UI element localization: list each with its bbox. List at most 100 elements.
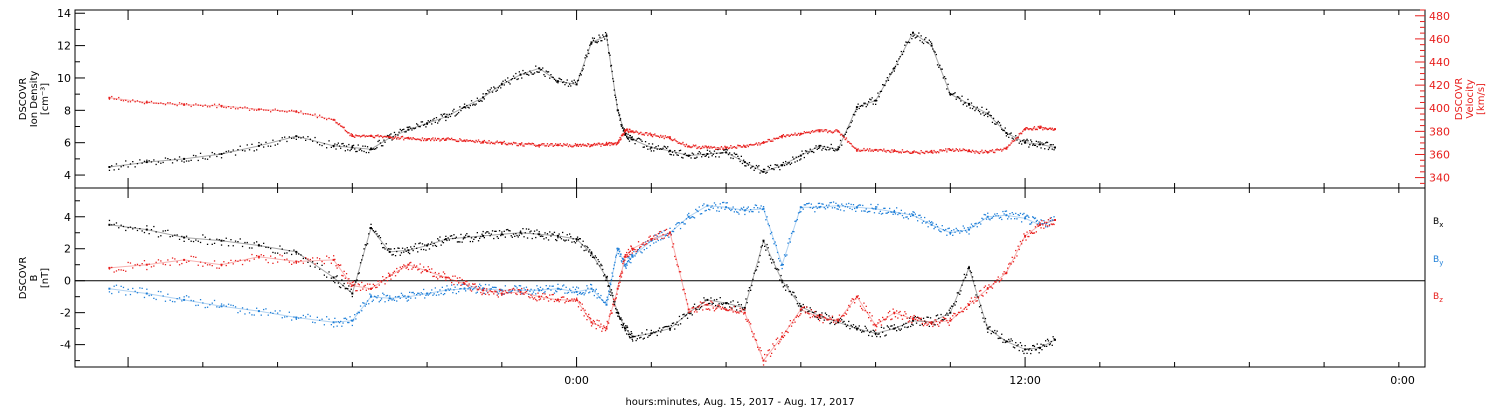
- ion-density-point: [854, 114, 856, 116]
- b-bx-point: [484, 232, 487, 234]
- b-bx-point: [773, 261, 775, 263]
- ion-density-point: [634, 143, 636, 145]
- b-by-point: [706, 204, 709, 207]
- b-bz-point: [782, 336, 784, 339]
- b-bz-point: [837, 319, 840, 322]
- velocity-point: [190, 105, 192, 108]
- b-bx-point: [564, 240, 566, 242]
- ion-density-point: [239, 145, 241, 147]
- b-bz-point: [629, 253, 631, 256]
- velocity-point: [370, 135, 372, 137]
- b-bx-point: [896, 330, 898, 332]
- velocity-point: [444, 138, 447, 141]
- b-by-point: [919, 214, 921, 216]
- b-bx-point: [334, 282, 336, 284]
- velocity-point: [785, 136, 787, 138]
- b-bx-point: [871, 335, 873, 337]
- velocity-point: [790, 133, 793, 135]
- b-bx-point: [825, 314, 828, 316]
- b-bx-point: [514, 235, 516, 237]
- ion-density-point: [843, 135, 845, 137]
- velocity-point: [964, 149, 967, 151]
- ion-density-point: [1040, 147, 1042, 149]
- b-by-point: [576, 286, 578, 288]
- velocity-point: [896, 150, 898, 153]
- ion-density-point: [732, 157, 734, 160]
- ion-density-point: [621, 124, 623, 126]
- b-bx-point: [223, 240, 225, 242]
- velocity-point: [956, 149, 958, 151]
- b-bx-point: [899, 329, 901, 331]
- b-bz-point: [274, 257, 276, 259]
- b-bx-point: [257, 244, 260, 247]
- b-by-point: [769, 233, 772, 235]
- b-bx-point: [998, 337, 1001, 339]
- b-by-point: [491, 286, 494, 288]
- velocity-point: [323, 117, 325, 120]
- b-bz-point: [785, 330, 787, 332]
- b-bz-point: [446, 276, 448, 279]
- b-bz-point: [438, 272, 440, 275]
- b-bz-point: [386, 280, 389, 282]
- velocity-point: [577, 145, 580, 147]
- velocity-point: [966, 149, 968, 151]
- b-bx-point: [764, 245, 766, 247]
- b-bx-point: [608, 285, 610, 287]
- b-bx-point: [199, 241, 202, 244]
- velocity-point: [627, 130, 629, 132]
- ion-density-point: [674, 150, 676, 152]
- b-bx-point: [949, 311, 952, 314]
- velocity-point: [216, 106, 218, 109]
- ion-density-point: [583, 64, 585, 67]
- ion-density-point: [1052, 144, 1054, 146]
- b-bz-point: [519, 293, 522, 295]
- ion-density-point: [948, 91, 950, 94]
- velocity-point: [115, 98, 118, 100]
- velocity-point: [637, 133, 640, 135]
- velocity-point: [1043, 127, 1045, 129]
- b-bx-point: [267, 246, 269, 249]
- ion-density-point: [1029, 144, 1031, 146]
- b-bz-point: [489, 289, 491, 292]
- b-bz-point: [587, 315, 589, 318]
- b-by-point: [603, 301, 605, 303]
- b-by-point: [980, 223, 982, 225]
- b-bz-point: [1010, 263, 1012, 265]
- ion-density-point: [404, 131, 406, 133]
- ion-density-point: [508, 81, 510, 84]
- b-bx-point: [162, 230, 164, 232]
- b-bx-point: [234, 240, 237, 242]
- b-bx-point: [828, 315, 830, 317]
- velocity-point: [628, 131, 630, 133]
- ion-density-point: [593, 37, 595, 39]
- b-bz-point: [897, 317, 899, 319]
- b-by-point: [604, 301, 607, 303]
- b-bz-point: [868, 317, 870, 319]
- velocity-point: [284, 110, 286, 113]
- b-bx-point: [533, 230, 536, 232]
- velocity-point: [751, 144, 753, 146]
- ion-density-point: [539, 69, 542, 71]
- velocity-point: [461, 140, 463, 142]
- velocity-point: [340, 125, 342, 127]
- b-by-point: [620, 253, 622, 255]
- ion-density-point: [897, 63, 899, 66]
- b-by-point: [260, 314, 262, 316]
- b-by-point: [197, 304, 199, 306]
- b-bx-point: [655, 331, 657, 333]
- b-bz-point: [883, 318, 885, 320]
- b-bz-point: [384, 283, 386, 285]
- ion-density-point: [762, 170, 765, 173]
- velocity-point: [731, 147, 733, 149]
- ion-density-point: [934, 51, 936, 53]
- velocity-point: [531, 142, 533, 144]
- b-bz-point: [954, 313, 956, 315]
- velocity-point: [671, 139, 674, 142]
- ion-density-point: [919, 39, 921, 42]
- b-by-point: [427, 294, 429, 296]
- b-bz-point: [671, 246, 674, 248]
- b-bx-point: [277, 252, 279, 254]
- ion-density-point: [573, 79, 575, 81]
- b-bz-point: [401, 266, 404, 268]
- velocity-point: [863, 147, 865, 150]
